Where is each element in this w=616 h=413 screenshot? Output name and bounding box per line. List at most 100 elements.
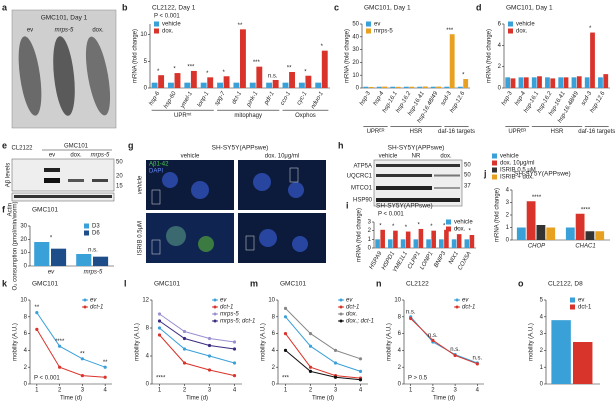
line — [410, 318, 478, 365]
point — [80, 357, 84, 361]
annotation: *** — [282, 376, 290, 382]
point — [283, 315, 288, 319]
bar — [233, 82, 240, 88]
legend-swatch — [83, 298, 87, 302]
lane-label: NR — [412, 154, 421, 160]
y-tick-label: 3 — [540, 331, 544, 337]
bar — [545, 77, 550, 88]
bar — [457, 86, 463, 88]
bar — [590, 32, 595, 88]
lane-label: dox. — [70, 153, 82, 159]
bar — [576, 76, 582, 88]
significance: * — [206, 71, 209, 77]
y-axis-label: mRNA (fold change) — [345, 29, 351, 83]
legend-swatch — [492, 174, 497, 180]
lane-label: dox. — [92, 28, 104, 34]
significance: n.s. — [268, 74, 278, 80]
bar — [563, 77, 569, 88]
bar — [158, 75, 165, 88]
x-tick-label: cco-1 — [280, 91, 293, 107]
legend-label: mrps-5; dct-1 — [220, 319, 255, 325]
y-tick-label: 4 — [498, 43, 502, 49]
y-tick-label: 0 — [24, 264, 28, 270]
bar — [449, 34, 455, 88]
bar — [536, 225, 546, 240]
significance: * — [468, 229, 471, 235]
significance: ** — [34, 305, 39, 311]
y-tick-label: 8 — [398, 314, 402, 320]
band — [434, 174, 460, 177]
line — [285, 350, 361, 381]
legend-label: vehicle — [454, 220, 473, 226]
group-label: daf-16 targets — [438, 129, 475, 135]
legend-label: vehicle — [516, 22, 535, 28]
x-axis-label: Time (d) — [186, 396, 208, 402]
y-tick-label: 4 — [540, 314, 544, 320]
y-tick-label: 10 — [394, 298, 401, 304]
significance: ** — [80, 351, 85, 357]
bar — [200, 82, 207, 88]
x-axis-label: Time (d) — [60, 396, 82, 402]
x-tick-label: 4 — [359, 388, 363, 394]
point — [409, 316, 413, 321]
bar — [51, 248, 67, 266]
stain-label: Aβ1-42 — [149, 162, 169, 168]
chart-title: CL2122 — [406, 281, 429, 288]
image-title: SH-SY5Y(APPswe) — [212, 145, 269, 152]
legend-label: ev — [220, 298, 227, 304]
y-tick-label: 0 — [498, 86, 502, 92]
significance: * — [379, 223, 382, 229]
y-tick-label: 2 — [506, 213, 510, 219]
legend-swatch — [492, 160, 497, 166]
bar — [526, 201, 536, 240]
nucleus — [288, 182, 304, 198]
band — [434, 187, 460, 189]
legend-label: dox. — [516, 29, 528, 35]
legend-label: mrps-5 — [220, 312, 239, 318]
y-tick-label: 4 — [272, 348, 276, 354]
panel-label: d — [476, 2, 482, 12]
bar — [382, 86, 388, 88]
group-label: UPRᴱᴿ — [508, 128, 526, 135]
bar — [256, 66, 263, 88]
y-tick-label: 6 — [398, 331, 402, 337]
micrograph — [146, 213, 234, 263]
chart-title: CL2122, Day 1 — [152, 5, 196, 12]
point — [283, 332, 288, 336]
y-tick-label: 3 — [506, 200, 510, 206]
legend-swatch — [84, 223, 89, 229]
annotation: P < 0.001 — [154, 14, 180, 20]
legend-label: ISRIB + dox. — [500, 175, 534, 181]
significance: * — [50, 236, 53, 242]
significance: * — [405, 225, 408, 231]
legend-label: ev — [90, 298, 97, 304]
annotation: P < 0.001 — [34, 376, 60, 382]
band — [44, 178, 60, 183]
bar — [403, 86, 409, 88]
legend-label: dox. — [454, 227, 466, 233]
x-tick-label: 1 — [158, 388, 162, 394]
point — [182, 329, 187, 334]
nucleus — [198, 236, 214, 252]
band — [376, 198, 460, 202]
mw-marker: 50 — [464, 173, 471, 179]
bar — [395, 86, 401, 88]
point — [207, 368, 212, 372]
x-tick-label: 2 — [431, 388, 435, 394]
y-tick-label: 2 — [272, 365, 276, 371]
y-tick-label: 0 — [506, 238, 510, 244]
bar — [393, 230, 398, 248]
legend-label: D6 — [92, 231, 100, 237]
legend-label: ISRIB 0.5 μM — [500, 168, 536, 174]
bar — [565, 227, 575, 240]
bar — [451, 239, 457, 248]
bar — [217, 82, 223, 88]
bar — [363, 86, 369, 88]
significance: * — [304, 69, 307, 75]
protein-label: HSP90 — [353, 198, 373, 204]
point — [182, 336, 187, 341]
legend-swatch — [570, 297, 575, 303]
bar — [584, 77, 590, 88]
legend-label: dox. — [162, 29, 174, 35]
nucleus — [191, 181, 209, 199]
